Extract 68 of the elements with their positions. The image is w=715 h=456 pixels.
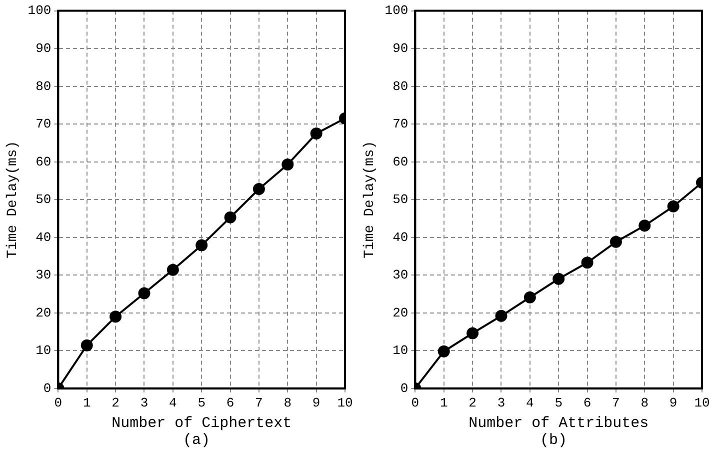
- x-tick-label: 1: [440, 396, 448, 411]
- x-tick-label: 1: [82, 396, 91, 411]
- x-tick-label: 4: [526, 396, 534, 411]
- x-tick-label: 0: [411, 396, 420, 411]
- y-tick-label: 30: [36, 268, 52, 283]
- text: (a): [182, 432, 211, 449]
- x-tick-label: 2: [468, 396, 476, 411]
- y-tick-label: 10: [392, 343, 408, 358]
- y-tick-label: 40: [36, 230, 52, 245]
- point: [524, 291, 536, 304]
- y-tick-label: 80: [36, 78, 52, 94]
- y-tick-label: 20: [392, 305, 408, 320]
- point: [466, 327, 479, 340]
- x-tick-label: 6: [226, 396, 234, 411]
- x-tick-label: 3: [140, 396, 148, 411]
- point: [310, 128, 322, 140]
- point: [581, 256, 594, 269]
- y-tick-label: 0: [43, 380, 52, 396]
- point: [252, 183, 265, 196]
- x-tick-label: 5: [554, 396, 563, 411]
- x-tick-label: 5: [198, 396, 206, 411]
- y-tick-label: 10: [36, 343, 52, 358]
- x-tick-label: 3: [497, 396, 506, 411]
- x-tick-label: 9: [669, 396, 678, 411]
- x-tick-label: 10: [337, 396, 353, 411]
- point: [110, 310, 122, 323]
- x-tick-label: 2: [112, 396, 120, 411]
- y-axis-title: Time Delay(ms): [362, 140, 378, 258]
- point: [282, 158, 294, 170]
- y-tick-label: 100: [384, 3, 408, 18]
- y-tick-label: 50: [392, 192, 408, 208]
- point: [667, 200, 680, 212]
- y-tick-label: 70: [392, 116, 408, 132]
- y-tick-label: 100: [28, 3, 52, 18]
- x-tick-label: 6: [583, 396, 592, 411]
- point: [196, 239, 208, 252]
- x-axis-title: Number of Attributes: [468, 414, 649, 432]
- point: [438, 345, 450, 358]
- x-tick-label: 4: [169, 396, 178, 411]
- x-tick-label: 7: [612, 396, 620, 411]
- y-axis-title: Time Delay(ms): [5, 140, 22, 258]
- point: [552, 272, 565, 285]
- y-tick-label: 60: [392, 154, 408, 170]
- x-tick-label: 8: [640, 396, 649, 411]
- y-tick-label: 50: [36, 192, 52, 208]
- x-tick-label: 8: [284, 396, 292, 411]
- y-tick-label: 0: [400, 380, 408, 396]
- x-tick-label: 7: [255, 396, 263, 411]
- y-tick-label: 60: [36, 154, 52, 170]
- x-axis-title: Number of Ciphertext: [112, 414, 292, 432]
- point: [138, 287, 150, 300]
- point: [638, 220, 651, 232]
- y-tick-label: 90: [36, 41, 52, 56]
- x-tick-label: 0: [54, 396, 62, 411]
- y-tick-label: 20: [36, 305, 52, 320]
- x-tick-label: 9: [312, 396, 320, 411]
- point: [166, 264, 179, 276]
- text: (b): [538, 432, 568, 449]
- point: [224, 211, 236, 224]
- y-tick-label: 40: [392, 230, 408, 245]
- point: [80, 339, 93, 352]
- point: [495, 310, 508, 322]
- y-tick-label: 30: [392, 268, 408, 283]
- x-tick-label: 10: [694, 396, 710, 411]
- y-tick-label: 80: [392, 78, 408, 94]
- point: [610, 236, 622, 248]
- y-tick-label: 90: [392, 41, 408, 56]
- y-tick-label: 70: [36, 116, 52, 132]
